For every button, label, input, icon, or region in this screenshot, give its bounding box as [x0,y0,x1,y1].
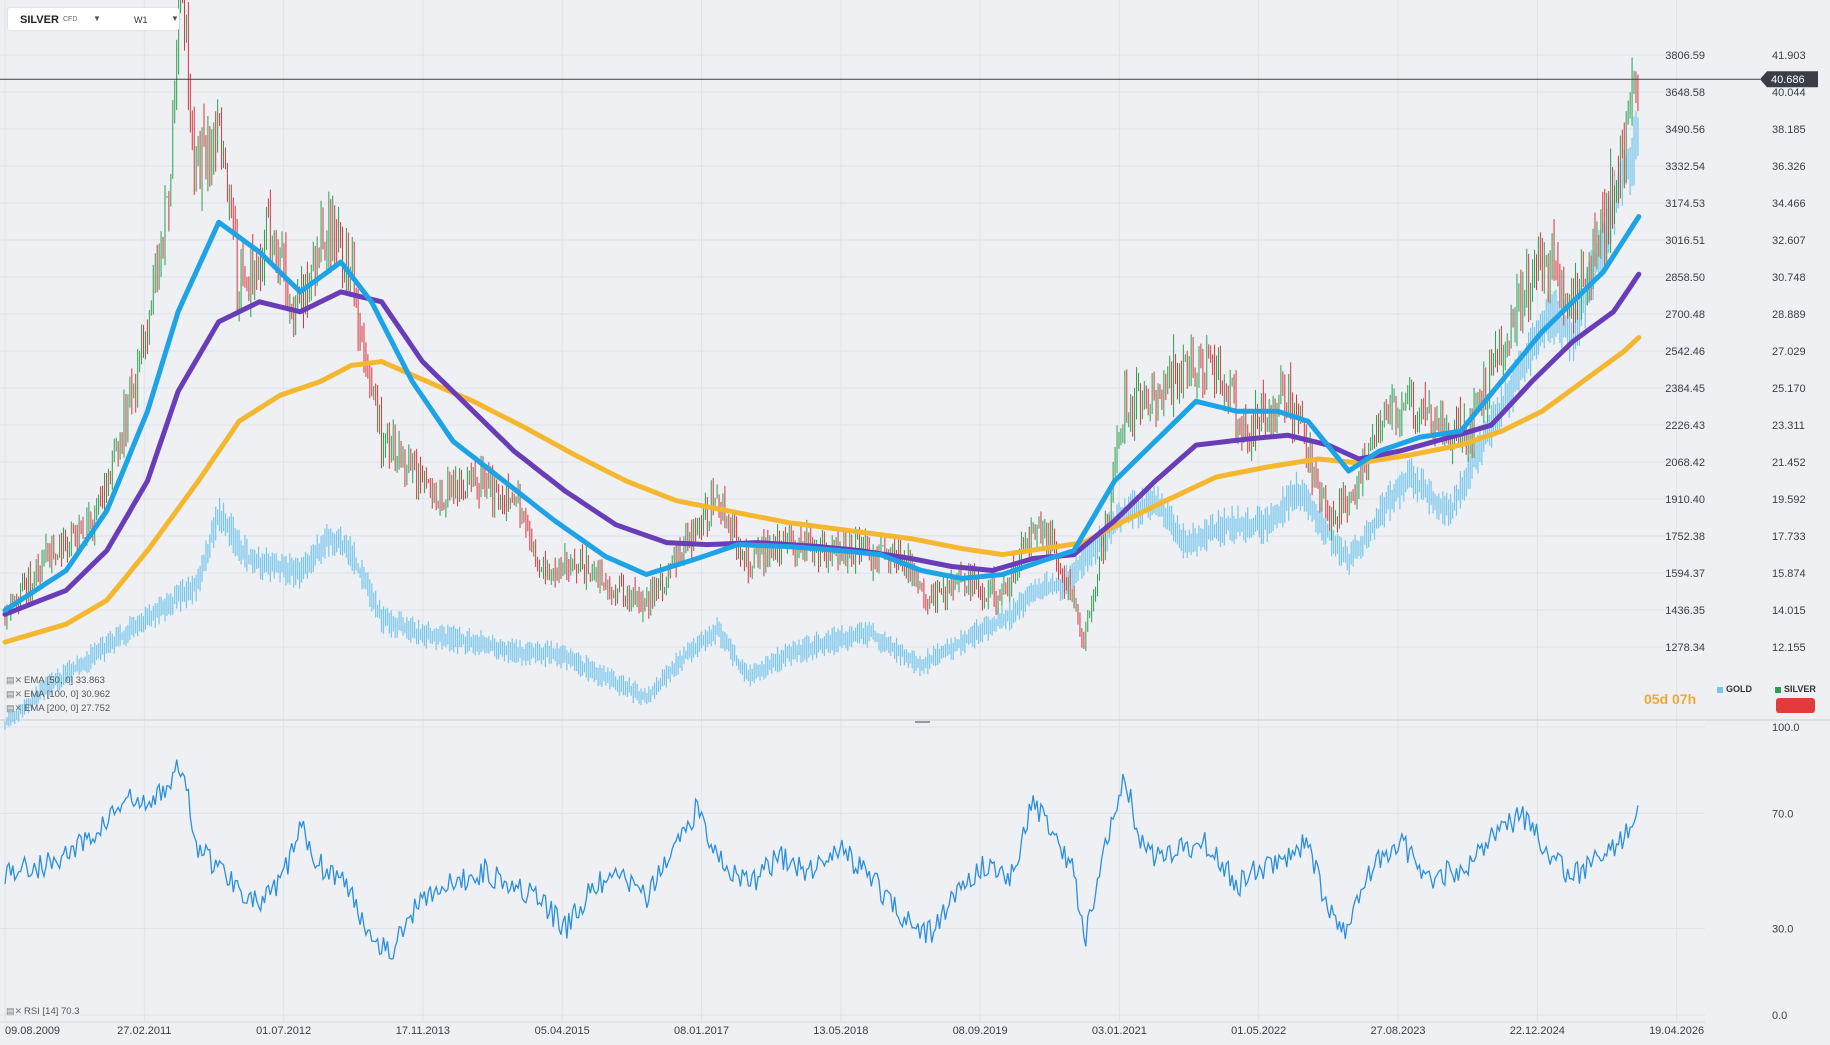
right-axis-tick: 21.452 [1772,457,1806,469]
right-axis-tick: 15.874 [1772,568,1806,580]
right-axis-tick: 17.733 [1772,531,1806,543]
symbol-dropdown-icon[interactable]: ▼ [93,14,101,23]
left-axis-tick: 2384.45 [1665,383,1705,395]
right-axis-tick: 14.015 [1772,605,1806,617]
axes: 41.903 40.044 38.185 36.326 34.466 32.607 30.7… [0,50,1818,1037]
left-axis-tick: 1594.37 [1665,568,1705,580]
date-tick: 01.05.2022 [1231,1025,1286,1037]
date-tick: 22.12.2024 [1510,1025,1565,1037]
right-axis-tick: 27.029 [1772,346,1806,358]
right-axis-tick: 40.044 [1772,87,1806,99]
rsi-axis-tick: 30.0 [1772,924,1793,936]
date-tick: 08.01.2017 [674,1025,729,1037]
rsi-axis-tick: 70.0 [1772,808,1793,820]
left-axis-tick: 3016.51 [1665,235,1705,247]
right-axis-tick: 32.607 [1772,235,1806,247]
right-axis-tick: 12.155 [1772,642,1806,654]
rsi-legend[interactable]: ▤✕ RSI [14] 70.3 [6,1006,80,1017]
current-price-label: 40.686 [1771,74,1805,86]
right-axis-tick: 19.592 [1772,494,1806,506]
right-axis-tick: 30.748 [1772,272,1806,284]
grid [0,0,1830,1023]
symbol-toolbar[interactable]: SILVER CFD ▼ W1 ▼ [8,8,179,30]
left-axis-tick: 3806.59 [1665,50,1705,62]
rsi-panel-bg [0,722,1705,1022]
ema100-legend[interactable]: ▤✕ EMA [100, 0] 30.962 [6,689,111,700]
silver-color-button[interactable] [1776,698,1815,713]
silver-swatch [1775,686,1781,693]
gold-swatch [1717,686,1723,693]
left-axis-tick: 1752.38 [1665,531,1705,543]
right-axis-tick: 23.311 [1772,420,1805,432]
left-axis-tick: 2542.46 [1665,346,1705,358]
rsi-line [4,759,1639,960]
left-axis-tick: 3174.53 [1665,198,1705,210]
right-axis-tick: 41.903 [1772,50,1806,62]
settings-icon[interactable]: ▤✕ [6,689,23,699]
left-axis-tick: 2700.48 [1665,309,1705,321]
ema200-legend[interactable]: ▤✕ EMA [200, 0] 27.752 [6,703,111,714]
price-tag-bg [1760,71,1818,88]
right-axis-tick: 28.889 [1772,309,1806,321]
left-axis-tick: 3648.58 [1665,87,1705,99]
settings-icon[interactable]: ▤✕ [6,703,23,713]
gold-legend[interactable]: GOLD [1717,684,1752,694]
left-axis-tick: 1436.35 [1665,605,1705,617]
date-tick: 27.02.2011 [117,1025,171,1037]
date-tick: 13.05.2018 [813,1025,868,1037]
left-axis-tick: 3490.56 [1665,124,1705,136]
ema50-legend[interactable]: ▤✕ EMA [50, 0] 33.863 [6,675,105,686]
right-axis-tick: 34.466 [1772,198,1806,210]
symbol-name[interactable]: SILVER [20,14,59,26]
date-tick: 09.08.2009 [5,1025,60,1037]
date-tick: 01.07.2012 [256,1025,311,1037]
right-axis-tick: 25.170 [1772,383,1806,395]
rsi-axis-tick: 100.0 [1772,722,1800,734]
date-tick: 17.11.2013 [396,1025,450,1037]
main-panel-bg [0,0,1705,720]
symbol-type: CFD [63,16,78,23]
left-axis-tick: 2068.42 [1665,457,1705,469]
gold-series [4,111,1639,731]
candle-countdown: 05d 07h [1644,691,1697,707]
left-axis-tick: 2226.43 [1665,420,1705,432]
timeframe-label[interactable]: W1 [134,15,148,25]
left-axis-tick: 3332.54 [1665,161,1705,173]
ema50-line [2,214,1642,613]
rsi-panel [4,759,1639,960]
rsi-axis-tick: 0.0 [1772,1010,1787,1022]
date-tick: 05.04.2015 [535,1025,590,1037]
timeframe-dropdown-icon[interactable]: ▼ [171,14,179,23]
date-tick: 03.01.2021 [1092,1025,1147,1037]
left-axis-tick: 1278.34 [1665,642,1705,654]
right-axis-tick: 38.185 [1772,124,1806,136]
left-axis-tick: 2858.50 [1665,272,1705,284]
right-axis-tick: 36.326 [1772,161,1806,173]
date-tick: 08.09.2019 [953,1025,1008,1037]
date-tick: 27.08.2023 [1370,1025,1425,1037]
settings-icon[interactable]: ▤✕ [6,675,23,685]
left-axis-tick: 1910.40 [1665,494,1705,506]
settings-icon[interactable]: ▤✕ [6,1006,23,1016]
silver-legend[interactable]: SILVER [1775,684,1816,694]
date-tick: 19.04.2026 [1649,1025,1704,1037]
ema-lines [2,214,1642,645]
